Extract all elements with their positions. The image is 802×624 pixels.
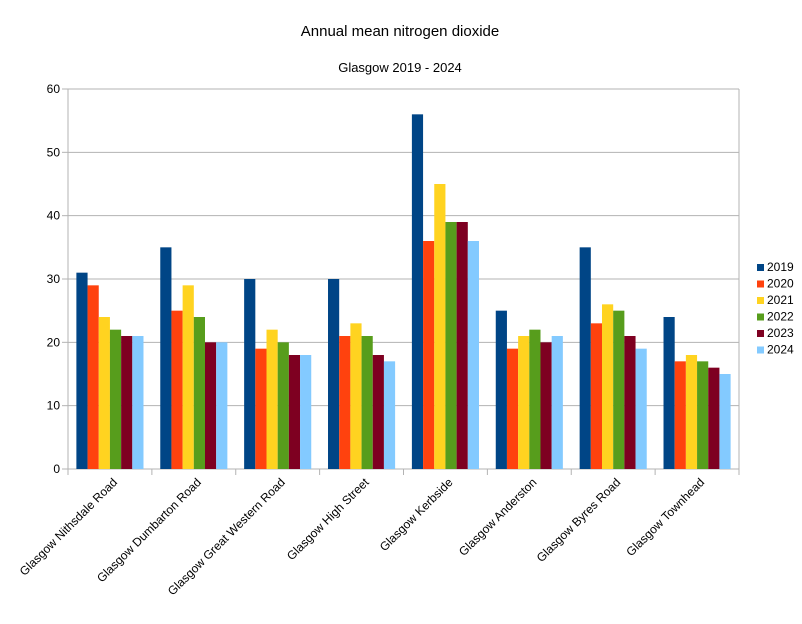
- legend-swatch: [757, 346, 764, 354]
- bar-2023: [288, 355, 301, 469]
- bar-2021: [434, 184, 446, 469]
- bar-2023: [456, 222, 468, 469]
- legend: 2019 2020 2021 2022 2023 2024: [757, 260, 794, 357]
- x-tick-label: Glasgow High Street: [284, 475, 372, 563]
- bar-2019: [244, 279, 256, 469]
- y-tick-label: 40: [47, 209, 61, 223]
- y-tick-label: 30: [47, 272, 61, 286]
- bar-2019: [328, 279, 340, 469]
- bar-2021: [266, 329, 278, 469]
- y-tick-label: 20: [47, 335, 61, 349]
- x-tick-label: Glasgow Anderston: [456, 475, 539, 558]
- y-tick-label: 10: [47, 399, 61, 413]
- bar-2023: [624, 336, 636, 469]
- x-tick-label: Glasgow Kerbside: [377, 475, 456, 554]
- bar-2021: [182, 285, 194, 469]
- bar-2024: [635, 348, 647, 469]
- bar-2019: [579, 247, 591, 469]
- legend-swatch: [757, 264, 764, 271]
- legend-label: 2023: [767, 326, 794, 340]
- bar-2022: [361, 336, 373, 469]
- x-tick-label: Glasgow Byres Road: [534, 475, 624, 565]
- bar-2024: [216, 342, 228, 469]
- chart-title: Annual mean nitrogen dioxide: [301, 23, 499, 40]
- bar-2020: [506, 348, 519, 469]
- legend-swatch: [757, 330, 764, 337]
- x-tick-label: Glasgow Townhead: [623, 475, 707, 559]
- bar-2021: [685, 355, 698, 469]
- y-tick-label: 50: [47, 145, 61, 159]
- bars-layer: [76, 114, 731, 469]
- bar-2024: [300, 355, 312, 469]
- bar-2022: [529, 329, 541, 469]
- legend-label: 2024: [767, 343, 794, 357]
- bar-2019: [411, 114, 424, 469]
- bar-2022: [445, 222, 457, 469]
- legend-label: 2020: [767, 277, 794, 291]
- chart-subtitle: Glasgow 2019 - 2024: [338, 60, 462, 75]
- x-tick-label: Glasgow Nithsdale Road: [17, 475, 120, 578]
- bar-2023: [540, 342, 552, 469]
- legend-swatch: [757, 280, 764, 288]
- bar-2022: [109, 329, 122, 469]
- bar-2023: [121, 336, 133, 469]
- bar-2024: [719, 374, 731, 469]
- bar-2024: [132, 336, 144, 469]
- bar-2020: [255, 348, 267, 469]
- bar-2021: [602, 304, 614, 469]
- legend-swatch: [757, 297, 764, 304]
- bar-2021: [518, 336, 530, 469]
- y-tick-label: 0: [53, 462, 60, 476]
- legend-label: 2021: [767, 293, 794, 307]
- bar-2020: [171, 310, 183, 469]
- y-tick-label: 60: [47, 82, 61, 96]
- bar-2019: [495, 310, 507, 469]
- bar-2024: [383, 361, 396, 469]
- bar-2019: [160, 247, 172, 469]
- bar-2019: [76, 272, 88, 469]
- bar-2020: [590, 323, 603, 469]
- bar-2021: [98, 317, 110, 469]
- legend-label: 2022: [767, 310, 794, 324]
- bar-2022: [277, 342, 289, 469]
- legend-label: 2019: [767, 260, 794, 274]
- bar-2023: [204, 342, 217, 469]
- bar-2022: [697, 361, 709, 469]
- bar-2020: [87, 285, 99, 469]
- bar-2024: [467, 241, 479, 469]
- bar-2023: [708, 367, 720, 469]
- bar-2023: [372, 355, 384, 469]
- bar-2019: [663, 317, 675, 469]
- bar-2022: [193, 317, 205, 469]
- bar-2022: [613, 310, 625, 469]
- bar-2020: [423, 241, 435, 469]
- bar-2020: [339, 336, 351, 469]
- bar-2024: [551, 336, 563, 469]
- bar-2020: [674, 361, 686, 469]
- legend-swatch: [757, 313, 764, 321]
- bar-2021: [350, 323, 362, 469]
